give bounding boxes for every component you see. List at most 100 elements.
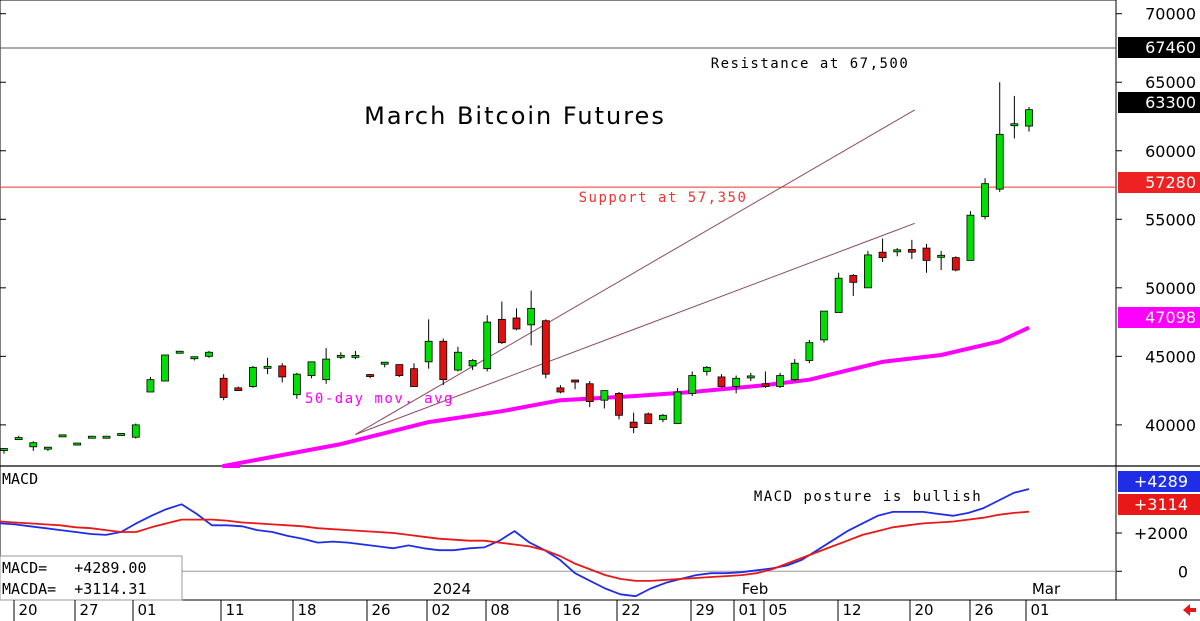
candle xyxy=(322,348,331,384)
candle xyxy=(629,412,638,434)
candle-body-up xyxy=(307,361,316,376)
candle-body-up xyxy=(483,321,492,370)
candle-body-up xyxy=(702,366,711,372)
date-tick-label: 02 xyxy=(431,601,450,619)
candle-body-down xyxy=(278,365,287,378)
candle-body-up xyxy=(249,366,257,387)
candle-body-up xyxy=(292,373,301,396)
candle-body-down xyxy=(234,387,243,392)
candle xyxy=(527,290,536,346)
candle xyxy=(58,434,67,438)
moving-average-tag: 47098 xyxy=(1145,308,1196,327)
candle-body-up xyxy=(175,350,184,354)
macda-line xyxy=(0,510,1030,582)
price-tick-label: 60000 xyxy=(1145,142,1196,161)
candle-body-up xyxy=(864,254,872,289)
candle xyxy=(307,361,316,379)
candle-body-up xyxy=(600,390,609,401)
macd-tag-bg xyxy=(1118,471,1200,492)
candle xyxy=(146,376,155,393)
candle xyxy=(278,363,287,383)
candle xyxy=(395,364,404,377)
candle-body-up xyxy=(834,277,843,313)
candle xyxy=(483,315,492,372)
candle xyxy=(424,319,433,369)
candle-body-up xyxy=(454,351,462,371)
candle-body-up xyxy=(673,391,682,424)
candle-body-up xyxy=(688,375,697,394)
macd-lines xyxy=(0,488,1030,598)
candle-body-down xyxy=(410,368,418,387)
candle-body-up xyxy=(322,358,331,381)
candle xyxy=(205,350,213,358)
candle-body-down xyxy=(556,387,565,393)
candle xyxy=(380,361,389,368)
date-tick-label: 29 xyxy=(695,601,714,619)
candle xyxy=(834,272,843,313)
candle xyxy=(161,354,169,382)
candle-body-down xyxy=(439,340,448,381)
candle-body-up xyxy=(776,375,784,387)
date-tick-label: 11 xyxy=(225,601,244,619)
chart-title: March Bitcoin Futures xyxy=(364,102,666,130)
last-price-tag: 63300 xyxy=(1145,93,1196,112)
macda-readout: MACDA= +3114.31 xyxy=(2,580,147,598)
candle xyxy=(263,357,272,375)
candle xyxy=(1010,95,1019,139)
trendline-group xyxy=(355,109,915,435)
candle-body-down xyxy=(629,421,638,429)
date-tick-label: 20 xyxy=(914,601,933,619)
candle-body-up xyxy=(995,133,1004,190)
candle xyxy=(951,256,960,272)
candle-body-up xyxy=(380,361,389,365)
candle xyxy=(937,250,946,271)
scroll-left-arrow-icon[interactable] xyxy=(1183,604,1196,616)
candle-body-up xyxy=(468,360,477,367)
candle xyxy=(366,374,374,379)
candle-body-up xyxy=(1010,123,1019,127)
candle-body-up xyxy=(102,435,111,439)
candle xyxy=(497,301,506,345)
candle xyxy=(249,365,257,388)
date-tick-label: 01 xyxy=(738,601,757,619)
date-axis: 20 27 01 11 18 26 02 08 16 22 29 01 05 12 20 26 01 xyxy=(13,600,1050,621)
candle xyxy=(571,379,579,390)
candle xyxy=(410,363,418,387)
period-label-feb: Feb xyxy=(742,580,769,598)
candle-body-down xyxy=(512,317,521,330)
candle-body-up xyxy=(29,442,38,448)
candle-body-down xyxy=(761,383,770,387)
candle xyxy=(600,390,609,409)
macd-tick-label: +2000 xyxy=(1134,524,1188,543)
resistance-annotation: Resistance at 67,500 xyxy=(711,56,910,72)
candle-body-down xyxy=(219,377,228,398)
candle-body-up xyxy=(205,351,213,357)
support-tag-bg xyxy=(1118,172,1200,193)
price-tick-label: 45000 xyxy=(1145,347,1196,366)
candle-body-down xyxy=(717,376,726,387)
trendline-2 xyxy=(355,222,915,435)
candle-body-up xyxy=(58,434,67,438)
candle-body-up xyxy=(161,354,169,382)
candle-body-up xyxy=(117,433,126,436)
macd-axis: +2000 0 xyxy=(1116,524,1188,581)
candle xyxy=(351,350,360,360)
candle-body-up xyxy=(424,340,433,363)
candle-body-down xyxy=(644,413,653,424)
candle-body-up xyxy=(937,254,946,258)
candle xyxy=(29,441,38,451)
candle-body-up xyxy=(44,446,52,450)
candle-body-up xyxy=(87,435,96,439)
candle xyxy=(512,308,521,331)
candle-body-up xyxy=(0,448,8,451)
candle xyxy=(117,433,126,436)
candle xyxy=(44,446,52,451)
candle-body-up xyxy=(336,354,345,358)
candle xyxy=(966,211,975,261)
candle xyxy=(659,413,667,423)
candle xyxy=(820,310,828,343)
moving-average-tag-bg xyxy=(1118,307,1200,328)
price-panel-frame xyxy=(0,0,1117,601)
candle xyxy=(878,238,887,262)
